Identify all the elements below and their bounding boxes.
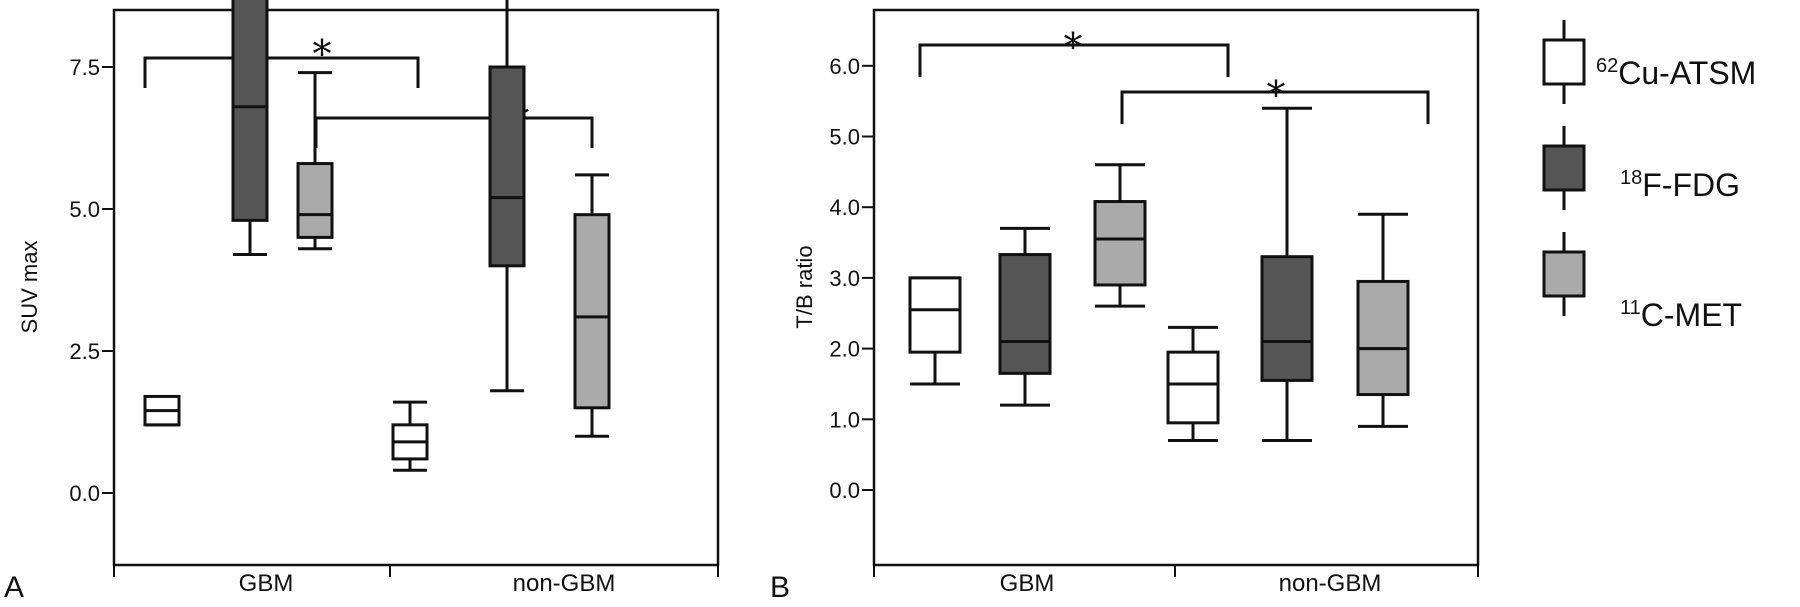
panel-b-y-tick-label: 5.0 <box>829 125 860 150</box>
panel-a-y-tick-label: 7.5 <box>69 55 100 80</box>
panel-a-plot-frame <box>112 8 720 567</box>
panel-b-box-non-gbm-11c-met <box>1356 212 1410 428</box>
legend-box <box>1542 250 1586 298</box>
panel-b-box-gbm-11c-met-iqr-rect <box>1093 200 1147 287</box>
panel-a: A SUV max GBM non-GBM * * 0.02.55.07.510… <box>4 0 720 604</box>
legend-sup-11c-met: 11 <box>1620 297 1641 319</box>
panel-a-box-gbm-11c-met <box>296 71 334 251</box>
panel-a-y-tick-label: 0.0 <box>69 481 100 506</box>
panel-b-letter: B <box>770 571 790 604</box>
legend-box <box>1542 38 1586 86</box>
panel-b-box-gbm-18f-fdg-iqr-rect <box>998 253 1052 375</box>
panel-b-y-tick-label: 6.0 <box>829 54 860 79</box>
legend: 62Cu-ATSM 18F-FDG 11C-MET <box>1542 20 1756 333</box>
panel-b-box-non-gbm-18f-fdg-iqr-rect <box>1260 255 1314 382</box>
legend-swatch-18f-fdg <box>1542 126 1586 210</box>
panel-a-y-tick-label: 5.0 <box>69 197 100 222</box>
panel-a-box-gbm-18f-fdg <box>231 0 269 256</box>
panel-a-category-gbm: GBM <box>239 570 294 597</box>
panel-b-box-gbm-18f-fdg <box>998 226 1052 407</box>
legend-text-62cu-atsm: Cu-ATSM <box>1618 55 1756 91</box>
legend-swatch-62cu-atsm <box>1542 20 1586 104</box>
panel-a-box-non-gbm-11c-met-iqr-rect <box>573 213 611 410</box>
panel-a-box-non-gbm-11c-met <box>573 173 611 438</box>
panel-b-significance-bracket-1 <box>918 43 1230 77</box>
panel-a-box-non-gbm-18f-fdg-iqr-rect <box>488 65 526 268</box>
panel-b-box-non-gbm-11c-met-iqr-rect <box>1356 279 1410 397</box>
panel-b-box-non-gbm-62cu-atsm <box>1166 325 1220 443</box>
panel-b-y-tick-label: 3.0 <box>829 266 860 291</box>
panel-b-significance-bracket-2 <box>1120 90 1430 124</box>
panel-a-box-non-gbm-62cu-atsm <box>391 400 429 472</box>
panel-b-box-gbm-62cu-atsm <box>908 276 962 386</box>
panel-b-y-tick-label: 1.0 <box>829 407 860 432</box>
panel-a-box-gbm-62cu-atsm <box>143 394 181 427</box>
legend-item-11c-met: 11C-MET <box>1542 232 1742 333</box>
panel-a-significance-bracket-1 <box>143 56 420 88</box>
panel-b-y-tick-label: 4.0 <box>829 195 860 220</box>
legend-label-18f-fdg: 18F-FDG <box>1620 167 1740 203</box>
panel-b-y-tick-label: 0.0 <box>829 478 860 503</box>
panel-a-significance-star-1: * <box>313 32 332 76</box>
panel-b-box-gbm-11c-met <box>1093 163 1147 308</box>
panel-a-box-non-gbm-18f-fdg <box>488 0 526 393</box>
panel-a-y-axis-title: SUV max <box>17 241 42 334</box>
panel-b-y-axis-title: T/B ratio <box>792 245 817 328</box>
panel-b-box-non-gbm-18f-fdg <box>1260 106 1314 443</box>
panel-a-category-non-gbm: non-GBM <box>513 570 616 597</box>
panel-b-category-non-gbm: non-GBM <box>1279 570 1382 597</box>
panel-a-box-gbm-18f-fdg-iqr-rect <box>231 0 269 222</box>
legend-item-18f-fdg: 18F-FDG <box>1542 126 1740 210</box>
panel-b-significance-star-2: * <box>1267 73 1286 117</box>
panel-b-box-gbm-62cu-atsm-iqr-rect <box>908 276 962 354</box>
legend-label-62cu-atsm: 62Cu-ATSM <box>1596 55 1756 91</box>
legend-swatch-11c-met <box>1542 232 1586 316</box>
panel-b-y-tick-label: 2.0 <box>829 337 860 362</box>
legend-sup-18f-fdg: 18 <box>1620 167 1642 189</box>
legend-text-18f-fdg: F-FDG <box>1642 167 1740 203</box>
panel-b-significance-star-1: * <box>1064 25 1083 69</box>
legend-item-62cu-atsm: 62Cu-ATSM <box>1542 20 1756 104</box>
legend-label-11c-met: 11C-MET <box>1620 297 1742 333</box>
panel-b-category-gbm: GBM <box>1000 570 1055 597</box>
panel-a-significance-bracket-2 <box>314 116 594 148</box>
legend-text-11c-met: C-MET <box>1641 297 1742 333</box>
panel-b-box-non-gbm-62cu-atsm-iqr-rect <box>1166 350 1220 425</box>
panel-b: B T/B ratio GBM non-GBM * * 0.0 1.0 2.0 3.0… <box>770 8 1480 604</box>
panel-a-box-gbm-11c-met-iqr-rect <box>296 162 334 239</box>
legend-sup-62cu-atsm: 62 <box>1596 55 1618 77</box>
legend-box <box>1542 144 1586 192</box>
panel-a-letter: A <box>4 571 24 604</box>
panel-a-y-tick-label: 2.5 <box>69 339 100 364</box>
